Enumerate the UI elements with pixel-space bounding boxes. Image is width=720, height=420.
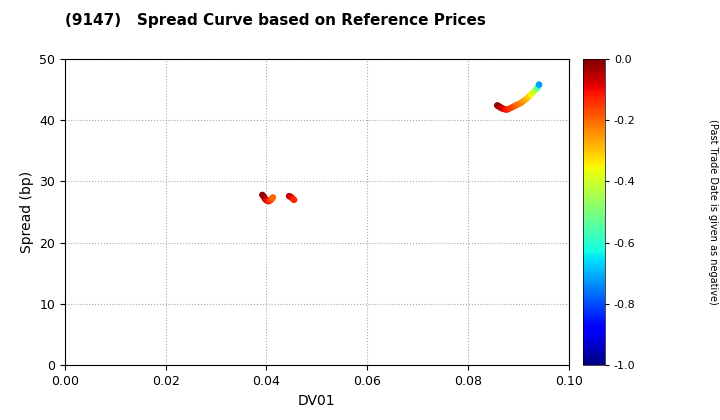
Point <box>497 105 508 112</box>
Y-axis label: Spread (bp): Spread (bp) <box>19 171 34 253</box>
Point <box>285 193 297 200</box>
Point <box>287 194 298 201</box>
Point <box>259 195 271 202</box>
Point <box>510 102 521 109</box>
Point <box>263 198 274 205</box>
Point <box>265 197 276 203</box>
Point <box>261 197 273 204</box>
Point <box>495 104 506 110</box>
Point <box>515 100 526 106</box>
Point <box>256 192 268 198</box>
Point <box>264 197 276 204</box>
Point <box>518 98 529 105</box>
Point <box>283 193 294 199</box>
Point <box>260 197 271 203</box>
Point <box>505 105 516 111</box>
Point <box>508 103 519 110</box>
Point <box>528 89 539 95</box>
Point <box>500 106 512 113</box>
Point <box>523 94 534 100</box>
Y-axis label: Time in years between 11/1/2024 and Trade Date
(Past Trade Date is given as nega: Time in years between 11/1/2024 and Trad… <box>708 91 720 333</box>
Point <box>498 106 510 113</box>
Text: (9147)   Spread Curve based on Reference Prices: (9147) Spread Curve based on Reference P… <box>65 13 486 28</box>
Point <box>520 96 531 102</box>
Point <box>533 82 544 89</box>
Point <box>493 103 505 110</box>
Point <box>495 105 507 111</box>
Point <box>513 101 524 108</box>
Point <box>492 102 503 109</box>
Point <box>525 91 536 98</box>
Point <box>534 81 545 88</box>
Point <box>266 195 278 202</box>
Point <box>503 106 514 113</box>
Point <box>532 84 544 91</box>
Point <box>492 102 504 109</box>
Point <box>287 196 299 202</box>
Point <box>258 193 269 200</box>
Point <box>262 198 274 205</box>
Point <box>267 194 279 201</box>
Point <box>288 197 300 203</box>
Point <box>530 86 541 93</box>
X-axis label: DV01: DV01 <box>298 394 336 408</box>
